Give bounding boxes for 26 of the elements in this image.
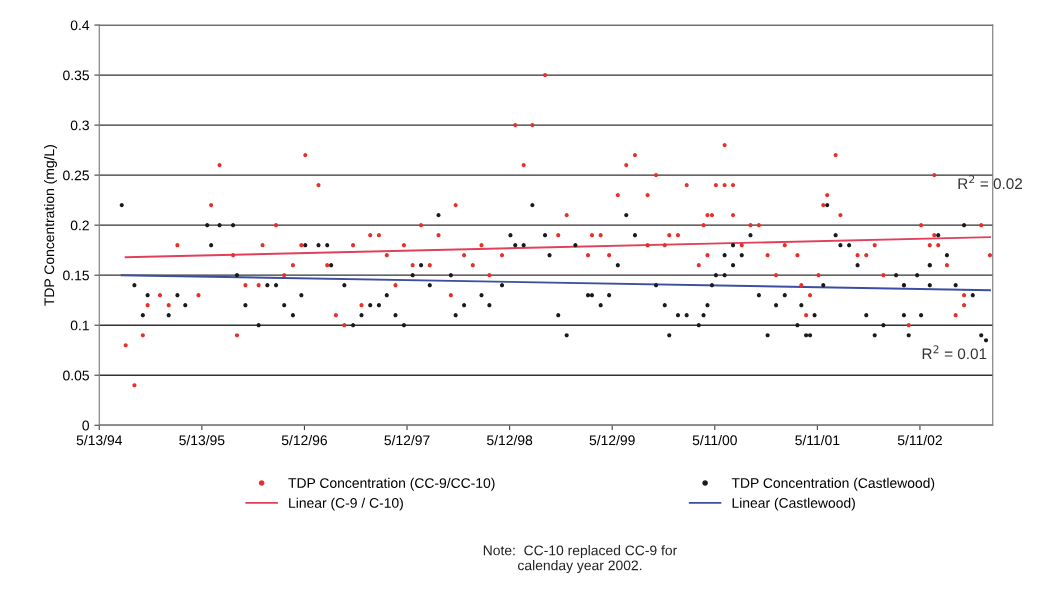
x-tick-label: 5/12/98 — [487, 434, 533, 446]
x-tick-label: 5/12/99 — [589, 434, 635, 446]
y-tick-label: 0.15 — [63, 270, 89, 281]
x-tick-label: 5/11/00 — [692, 434, 737, 446]
y-tick-label: 0.3 — [70, 120, 89, 131]
y-axis-title: TDP Concentration (mg/L) — [44, 145, 57, 306]
legend-label: TDP Concentration (Castlewood) — [731, 477, 935, 491]
y-tick-label: 0.1 — [70, 320, 89, 331]
annotation: R$^{2}$ = 0.01 — [922, 345, 987, 360]
y-tick-label: 0.05 — [63, 370, 89, 381]
x-tick-label: 5/13/95 — [179, 434, 225, 446]
legend-label: Linear (Castlewood) — [732, 497, 855, 511]
y-tick-label: 0.25 — [63, 170, 89, 181]
legend-label: TDP Concentration (CC-9/CC-10) — [288, 477, 495, 491]
x-tick-label: 5/12/97 — [384, 434, 430, 446]
y-tick-label: 0.35 — [63, 70, 89, 81]
legend-label: Linear (C-9 / C-10) — [289, 497, 403, 511]
x-tick-label: 5/11/02 — [897, 434, 942, 446]
y-tick-label: 0.2 — [70, 220, 89, 231]
y-tick-label: 0 — [82, 420, 90, 431]
text: Note: CC-10 replaced CC-9 for calenday year 2002. — [483, 545, 678, 574]
x-tick-label: 5/11/01 — [795, 434, 840, 446]
annotation: R$^{2}$ = 0.02 — [958, 175, 1022, 190]
x-tick-label: 5/12/96 — [281, 434, 328, 446]
y-tick-label: 0.4 — [70, 20, 90, 31]
x-tick-label: 5/13/94 — [76, 434, 123, 446]
